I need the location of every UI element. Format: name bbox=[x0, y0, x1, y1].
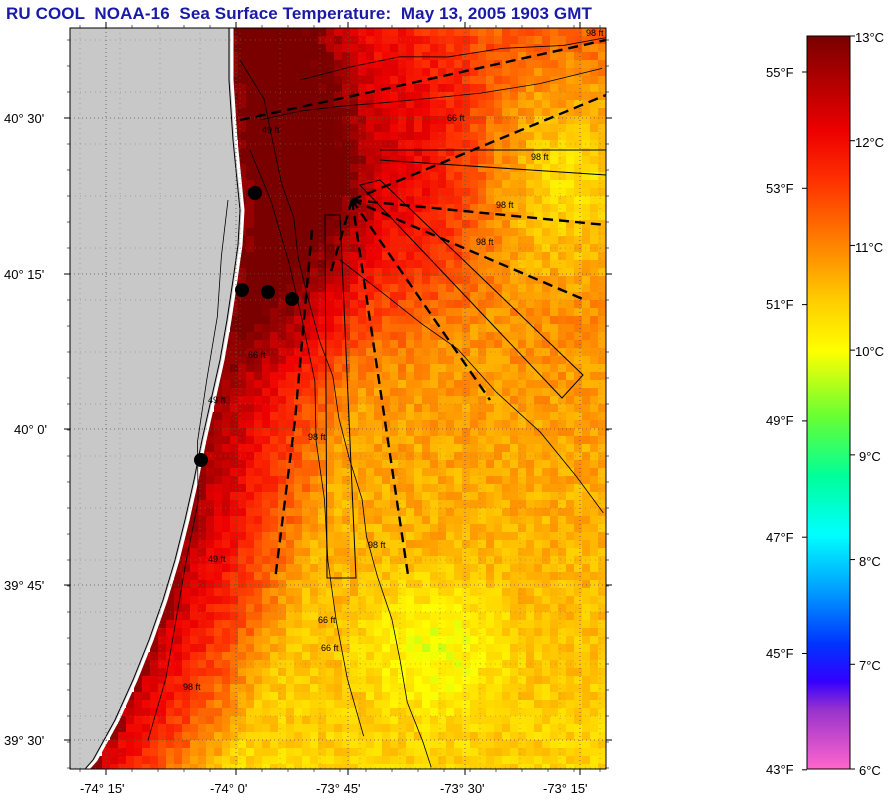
colorbar-c-label: 12°C bbox=[855, 135, 884, 150]
lat-tick-label: 40° 0' bbox=[14, 422, 47, 437]
colorbar-f-label: 51°F bbox=[766, 297, 794, 312]
colorbar-f-label: 47°F bbox=[766, 530, 794, 545]
depth-contour-label: 98 ft bbox=[476, 237, 494, 247]
depth-contour-label: 98 ft bbox=[368, 540, 386, 550]
colorbar-c-label: 6°C bbox=[859, 763, 881, 778]
depth-contour-label: 98 ft bbox=[586, 28, 604, 38]
colorbar-c-label: 9°C bbox=[859, 449, 881, 464]
plot-frame bbox=[69, 27, 607, 770]
colorbar-c-label: 8°C bbox=[859, 554, 881, 569]
depth-contour-label: 98 ft bbox=[496, 200, 514, 210]
coastline bbox=[86, 28, 245, 769]
colorbar-f-label: 43°F bbox=[766, 762, 794, 777]
colorbar-f-label: 49°F bbox=[766, 413, 794, 428]
depth-contour-label: 98 ft bbox=[183, 682, 201, 692]
colorbar-c-label: 11°C bbox=[855, 240, 883, 255]
lon-tick-label: -73° 15' bbox=[543, 781, 588, 796]
lon-tick-label: -73° 45' bbox=[316, 781, 361, 796]
colorbar bbox=[806, 35, 851, 770]
coastline-edge bbox=[84, 28, 241, 769]
colorbar-c-label: 7°C bbox=[859, 658, 881, 673]
transect-line bbox=[351, 198, 586, 302]
colorbar-f-label: 53°F bbox=[766, 181, 794, 196]
sampling-box bbox=[324, 214, 357, 579]
lat-tick-label: 39° 30' bbox=[4, 733, 44, 748]
depth-contour-label: 49 ft bbox=[208, 554, 226, 564]
depth-contour-label: 98 ft bbox=[308, 432, 326, 442]
depth-contour-label: 66 ft bbox=[321, 643, 339, 653]
axis-ticks bbox=[64, 22, 612, 775]
station-marker bbox=[285, 292, 299, 306]
depth-contour-label: 49 ft bbox=[262, 125, 280, 135]
station-markers bbox=[194, 186, 299, 467]
depth-contour-label: 66 ft bbox=[447, 113, 465, 123]
transect-lines bbox=[239, 38, 606, 581]
transect-line bbox=[351, 199, 491, 401]
lat-tick-label: 40° 15' bbox=[4, 267, 44, 282]
station-marker bbox=[194, 453, 208, 467]
lon-tick-label: -73° 30' bbox=[440, 781, 485, 796]
transect-line bbox=[351, 198, 606, 227]
depth-contour-label: 98 ft bbox=[531, 152, 549, 162]
lat-tick-label: 39° 45' bbox=[4, 578, 44, 593]
depth-contours: 49 ft 66 ft 98 ft 98 ft 49 ft 66 ft 98 ft 49 ft… bbox=[147, 28, 606, 768]
sampling-line bbox=[379, 149, 606, 176]
transect-line bbox=[351, 93, 606, 202]
station-marker bbox=[235, 283, 249, 297]
colorbar-f-label: 55°F bbox=[766, 65, 794, 80]
lon-tick-label: -74° 15' bbox=[80, 781, 125, 796]
depth-contour-label: 66 ft bbox=[248, 350, 266, 360]
station-marker bbox=[248, 186, 262, 200]
colorbar-c-label: 13°C bbox=[855, 30, 884, 45]
station-marker bbox=[261, 285, 275, 299]
lon-tick-label: -74° 0' bbox=[210, 781, 247, 796]
depth-contour-label: 49 ft bbox=[208, 395, 226, 405]
transect-line bbox=[239, 38, 606, 122]
depth-contour-label: 66 ft bbox=[318, 615, 336, 625]
sampling-box bbox=[359, 179, 584, 399]
lat-tick-label: 40° 30' bbox=[4, 111, 44, 126]
colorbar-ticks bbox=[802, 35, 855, 771]
colorbar-f-label: 45°F bbox=[766, 646, 794, 661]
graticule bbox=[70, 28, 606, 769]
colorbar-c-label: 10°C bbox=[855, 344, 884, 359]
map-title: RU COOL NOAA-16 Sea Surface Temperature:… bbox=[6, 4, 592, 23]
